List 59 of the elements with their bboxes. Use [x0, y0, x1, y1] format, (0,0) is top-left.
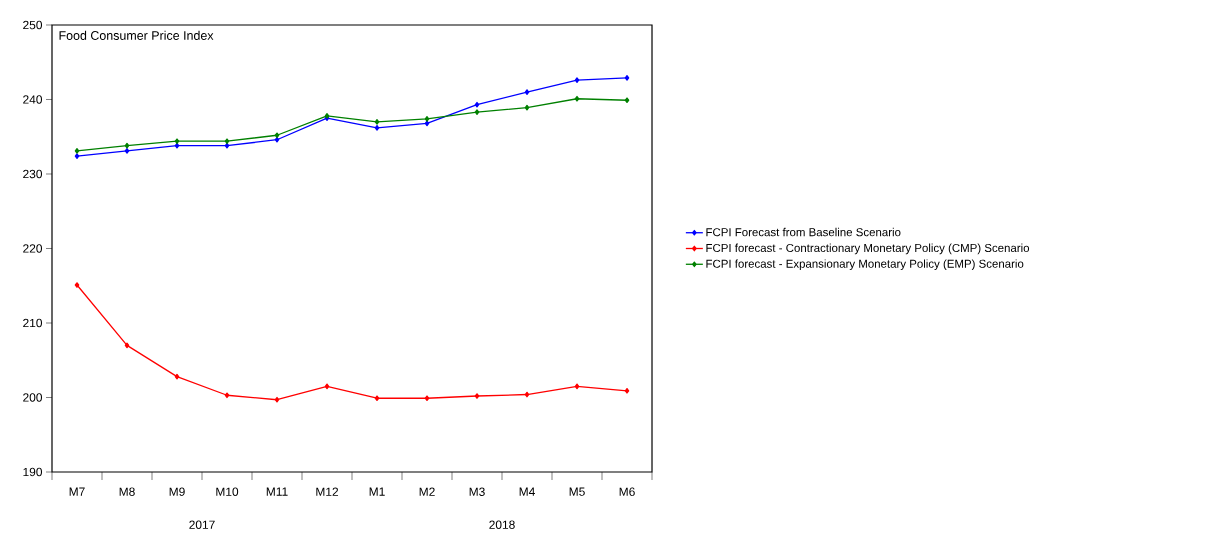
x-tick-label: M3 — [469, 487, 485, 496]
x-tick-label: M9 — [169, 487, 185, 496]
point — [524, 104, 530, 111]
point — [424, 395, 430, 402]
point — [124, 342, 130, 349]
x-tick-label: M12 — [316, 487, 339, 496]
point — [124, 142, 130, 149]
point — [424, 120, 430, 127]
point — [624, 97, 630, 104]
point — [324, 383, 330, 390]
point — [274, 136, 280, 143]
point — [474, 393, 480, 399]
point — [274, 132, 280, 139]
point — [224, 142, 230, 149]
point — [574, 95, 580, 102]
point — [424, 116, 430, 122]
point — [524, 89, 530, 95]
point — [374, 124, 380, 131]
point — [524, 391, 530, 398]
x-tick-label: M2 — [419, 487, 435, 496]
point — [174, 138, 180, 145]
x-tick-label: M10 — [216, 487, 239, 496]
x-tick-label: M11 — [266, 487, 288, 496]
point — [474, 109, 480, 116]
point — [124, 148, 130, 154]
point — [624, 75, 630, 81]
x-tick-label: M5 — [569, 487, 585, 496]
point — [224, 392, 230, 399]
x-tick-label: M6 — [619, 487, 635, 496]
point — [374, 119, 380, 125]
point — [574, 77, 580, 83]
point — [74, 148, 80, 154]
y-tick-label: 190 — [23, 467, 43, 477]
text: 2017 — [189, 520, 215, 529]
x-tick-label: M7 — [69, 487, 85, 496]
y-tick-label: 230 — [23, 169, 43, 179]
y-tick-label: 240 — [23, 95, 43, 104]
legend-label: FCPI forecast - Expansionary Monetary Policy (EMP) Scenario — [706, 259, 1024, 271]
point — [74, 282, 80, 288]
chart-title: Food Consumer Price Index — [59, 30, 214, 40]
point — [574, 383, 580, 390]
point — [74, 153, 80, 159]
y-tick-label: 220 — [23, 244, 43, 253]
y-tick-label: 200 — [23, 393, 43, 402]
point — [274, 396, 280, 403]
point — [174, 373, 180, 380]
x-tick-label: M4 — [519, 487, 535, 496]
point — [224, 138, 230, 145]
x-tick-label: M8 — [119, 487, 135, 496]
x-tick-label: M1 — [369, 487, 385, 496]
point — [374, 395, 380, 402]
text: 2018 — [489, 520, 515, 529]
point — [624, 387, 630, 394]
legend-label: FCPI Forecast from Baseline Scenario — [706, 227, 901, 237]
point — [174, 142, 180, 149]
y-tick-label: 210 — [23, 318, 43, 328]
y-tick-label: 250 — [23, 20, 43, 30]
point — [474, 101, 480, 108]
legend-label: FCPI forecast - Contractionary Monetary Policy (CMP) Scenario — [706, 243, 1030, 255]
